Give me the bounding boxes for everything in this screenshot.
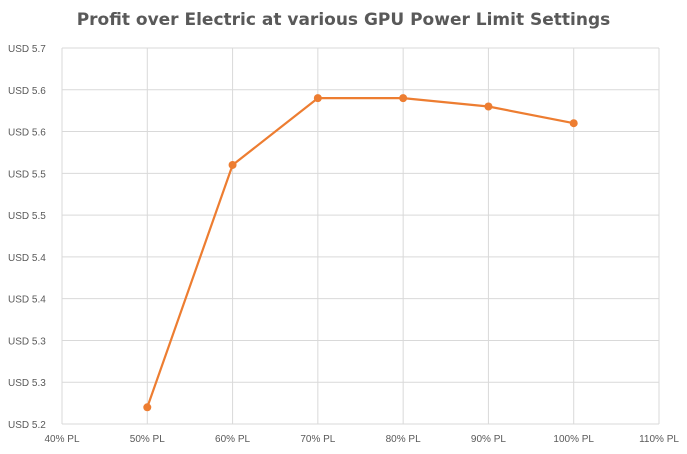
x-tick-label: 50% PL: [130, 434, 165, 445]
data-point: [569, 119, 578, 128]
y-tick-label: USD 5.3: [8, 336, 46, 347]
y-tick-label: USD 5.6: [8, 86, 46, 97]
data-point: [313, 94, 322, 103]
y-tick-label: USD 5.4: [8, 253, 46, 264]
x-axis-ticks: 40% PL 50% PL 60% PL 70% PL 80% PL 90% PL 100%…: [44, 434, 679, 445]
data-point: [143, 403, 152, 412]
data-point: [484, 102, 493, 111]
x-tick-label: 60% PL: [215, 434, 250, 445]
y-tick-label: USD 5.7: [8, 44, 46, 55]
series-layer: [143, 94, 578, 412]
y-tick-label: USD 5.2: [8, 420, 46, 431]
y-tick-label: USD 5.6: [8, 128, 46, 139]
series-line: [146, 97, 574, 408]
y-tick-label: USD 5.3: [8, 378, 46, 389]
x-tick-label: 80% PL: [386, 434, 421, 445]
y-tick-label: USD 5.5: [8, 211, 46, 222]
x-tick-label: 40% PL: [44, 434, 79, 445]
x-tick-label: 110% PL: [639, 434, 679, 445]
data-point: [399, 94, 408, 103]
grid-lines: [61, 47, 660, 425]
x-tick-label: 90% PL: [471, 434, 506, 445]
chart-title: Profit over Electric at various GPU Powe…: [76, 10, 611, 30]
x-tick-label: 100% PL: [553, 434, 594, 445]
y-tick-label: USD 5.5: [8, 169, 46, 180]
y-tick-label: USD 5.4: [8, 295, 46, 306]
y-axis-ticks: USD 5.2 USD 5.3 USD 5.3 USD 5.4 USD 5.4 USD 5…: [8, 44, 46, 431]
data-point: [228, 160, 237, 169]
x-tick-label: 70% PL: [300, 434, 335, 445]
